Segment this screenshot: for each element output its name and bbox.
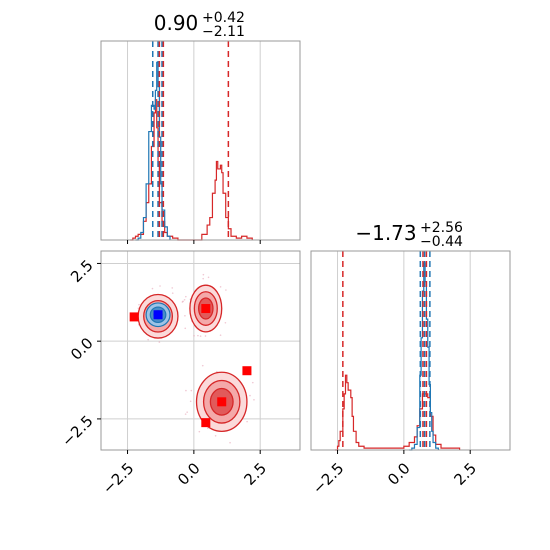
red-marker [217,397,227,407]
joint-contours [137,284,248,432]
x-tick-label: −2.5 [309,459,347,497]
marginal-y-ticks: −2.5 0.0 2.5 [309,450,480,498]
y-tick-label: 2.5 [67,256,97,286]
scatter-point [171,292,174,294]
scatter-point [185,295,187,298]
red-marker [201,418,211,428]
scatter-point [186,411,188,413]
marginal-y-panel: −2.5 0.0 2.5 [309,250,511,498]
scatter-point [224,321,227,324]
title-1-value: 0.90 [154,11,199,35]
scatter-point [199,335,202,337]
scatter-point [158,341,161,343]
marginal-y-red-histogram [334,374,461,451]
scatter-point [138,303,140,306]
y-tick-label: 0.0 [67,334,97,364]
scatter-point [207,276,210,279]
scatter-point [182,300,184,303]
marginal-x-grid [127,41,261,240]
title-param-1: 0.90 [154,11,199,35]
blue-marker [153,310,163,320]
scatter-point [219,286,222,288]
marginal-x-frame [100,40,301,241]
x-tick-label: −2.5 [99,459,137,497]
scatter-point [171,287,174,289]
scatter-point [183,298,186,301]
red-marker [129,312,139,322]
blue-histogram-x [135,61,171,241]
marginal-y-grid [337,251,471,450]
joint-markers [129,304,252,428]
scatter-point [225,289,227,291]
title-2-value: −1.73 [355,221,416,245]
marginal-y-blue-histogram [409,262,439,451]
scatter-point [229,441,231,444]
scatter-point [185,389,187,392]
title-2-plus: +2.56 [420,220,463,236]
scatter-point [147,338,149,341]
scatter-point [184,327,187,330]
y-tick-label: −2.5 [58,412,96,450]
title-2-minus: −0.44 [420,234,463,250]
scatter-point [251,381,254,384]
red-histogram-y [334,374,461,451]
x-tick-label: 2.5 [451,459,481,489]
red-marker [201,304,211,314]
scatter-point [204,335,207,337]
marginal-y-quantile-lines [342,251,431,450]
scatter-point [184,413,187,415]
x-tick-label: 0.0 [174,459,204,489]
joint-ticks: −2.5 0.0 2.5 2.5 0.0 −2.5 [58,256,270,497]
marginal-y-frame [310,250,511,451]
scatter-point [151,287,154,290]
x-tick-label: 0.0 [384,459,414,489]
scatter-point [190,389,193,392]
scatter-point [197,334,199,337]
scatter-point [201,364,204,367]
scatter-point [184,314,186,317]
joint-panel: −2.5 0.0 2.5 2.5 0.0 −2.5 [58,250,301,498]
scatter-point [249,394,251,397]
blue-histogram-y [409,262,439,451]
x-tick-label: 2.5 [241,459,271,489]
scatter-point [198,430,201,433]
marginal-x-blue-histogram [135,61,171,241]
joint-grid [101,251,300,450]
scatter-point [207,427,209,429]
red-marker [242,366,252,376]
marginal-x-ticks [127,240,261,244]
marginal-x-panel [100,40,301,244]
scatter-point [159,285,161,287]
title-1-minus: −2.11 [202,24,245,40]
scatter-point [214,434,217,437]
scatter-point [189,400,192,403]
scatter-point [246,420,248,423]
scatter-point [193,334,195,337]
title-param-2: −1.73 [355,221,416,245]
scatter-point [219,334,222,336]
scatter-point [253,398,255,401]
marginal-x-quantile-lines [151,41,230,240]
scatter-point [202,277,204,280]
title-1-plus: +0.42 [202,10,245,26]
scatter-point [202,273,205,276]
joint-frame [100,250,301,451]
